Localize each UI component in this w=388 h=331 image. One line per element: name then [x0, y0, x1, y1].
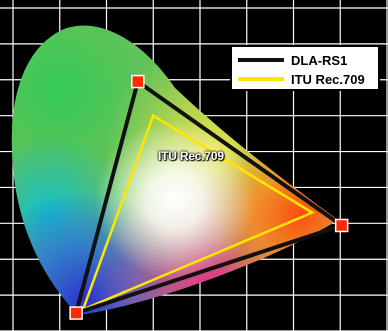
legend-label-dla-rs1: DLA-RS1 [291, 52, 348, 68]
legend-item-itu-rec709: ITU Rec.709 [238, 70, 365, 88]
series-dla-rs1-triangle [73, 78, 347, 317]
legend-swatch-dla-rs1 [238, 58, 284, 62]
legend: DLA-RS1 ITU Rec.709 [230, 45, 380, 91]
legend-label-itu-rec709: ITU Rec.709 [291, 71, 365, 87]
legend-swatch-itu-rec709 [238, 77, 284, 81]
series-dla-rs1-marker-3 [69, 306, 83, 320]
series-dla-rs1-marker-1 [131, 74, 145, 89]
series-itu-rec709-triangle [80, 113, 315, 312]
series-dla-rs1-marker-2 [334, 218, 349, 233]
series-layer [69, 74, 349, 320]
legend-item-dla-rs1: DLA-RS1 [238, 51, 347, 69]
annotation-itu-rec709: ITU Rec.709 [158, 149, 224, 163]
